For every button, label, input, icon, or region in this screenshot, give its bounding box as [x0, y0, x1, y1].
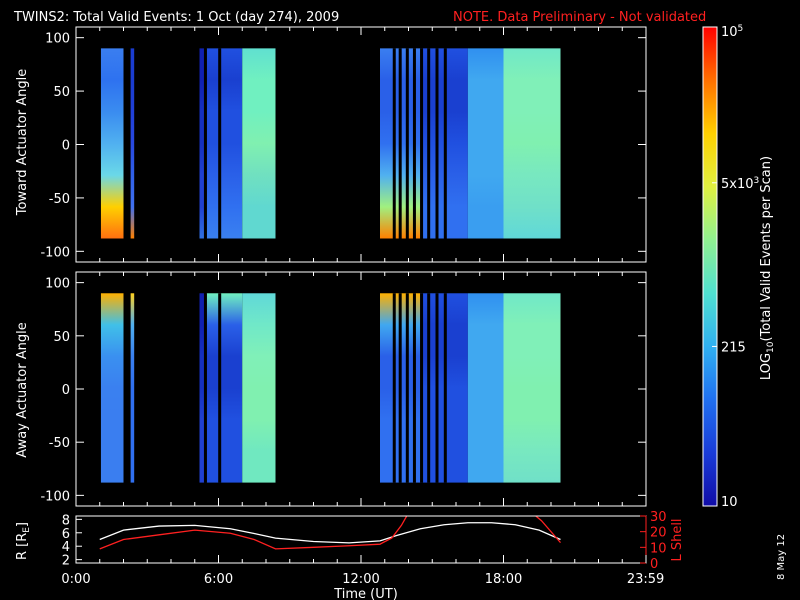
y-tick-label-left: 8: [62, 513, 70, 528]
lshell-line: [99, 516, 408, 550]
y-tick-label-right: 10: [650, 541, 667, 556]
y-tick-label: 50: [53, 330, 70, 345]
scan-block: [467, 48, 504, 239]
colorbar-title: LOG10(Total Valid Events per Scan): [759, 156, 776, 380]
colorbar-title-sub: 10: [766, 341, 776, 353]
scan-block: [100, 48, 124, 239]
y-tick-label: 0: [62, 139, 70, 154]
y-tick-label: 50: [53, 85, 70, 100]
x-tick-label: 12:00: [342, 572, 379, 587]
scan-gap-line: [427, 293, 431, 483]
scan-gap-line: [420, 48, 424, 239]
y-tick-label: 100: [45, 32, 70, 47]
colorbar-tick-label: 215: [721, 340, 746, 355]
lshell-line-b: [534, 516, 561, 544]
scan-gap-line: [427, 48, 431, 239]
scan-gap-line: [405, 293, 409, 483]
scan-block: [199, 293, 205, 483]
scan-gap-line: [420, 293, 424, 483]
colorbar-tick-exp: 3: [754, 176, 760, 186]
scan-gap-line: [412, 48, 416, 239]
scan-block: [100, 293, 124, 483]
colorbar-tick-label: 5x103: [721, 176, 759, 192]
colorbar-frame: [702, 26, 718, 507]
bottom-ylabel-left-sub: E: [22, 527, 32, 533]
scan-block: [130, 48, 135, 239]
x-tick-label: 6:00: [204, 572, 233, 587]
scan-gap-line: [435, 293, 439, 483]
scan-gap-line: [443, 293, 447, 483]
scan-block: [503, 293, 561, 483]
y-tick-label: -100: [40, 489, 70, 504]
scan-block: [467, 293, 504, 483]
colorbar-tick-base: 5x10: [721, 177, 754, 192]
chart-title: TWINS2: Total Valid Events: 1 Oct (day 2…: [13, 10, 339, 25]
panel-middle-away: 100 50 0 -50 -100: [40, 271, 647, 507]
bottom-ylabel-left: R [RE]: [15, 522, 32, 560]
y-tick-label-right: 0: [650, 557, 658, 572]
scan-gap-line: [392, 293, 396, 483]
panel-top-toward: 100 50 0 -50 -100: [40, 26, 647, 263]
y-tick-label: -100: [40, 245, 70, 260]
scan-gap-line: [412, 293, 416, 483]
y-tick-label-left: 2: [62, 554, 70, 569]
scan-gap-line: [125, 293, 129, 483]
middle-ylabel: Away Actuator Angle: [15, 322, 30, 457]
scan-gap-line: [398, 48, 402, 239]
scan-block: [130, 293, 135, 483]
x-axis-label: Time (UT): [333, 587, 398, 600]
bottom-ylabel-left-end: ]: [15, 522, 30, 527]
scan-gap-line: [435, 48, 439, 239]
colorbar-tick-base: 10: [721, 25, 738, 40]
colorbar-tick-exp: 5: [738, 24, 744, 34]
y-tick-label: -50: [49, 436, 70, 451]
scan-gap-line: [392, 48, 396, 239]
x-tick-label: 18:00: [485, 572, 522, 587]
y-tick-label-right: 20: [650, 526, 667, 541]
colorbar-tick-label: 105: [721, 24, 743, 40]
scan-gap-line: [443, 48, 447, 239]
y-tick-label-right: 30: [650, 510, 667, 525]
colorbar-title-end: (Total Valid Events per Scan): [759, 156, 774, 342]
scan-gap-line: [203, 293, 207, 483]
scan-block: [242, 293, 276, 483]
scan-gap-line: [218, 293, 222, 483]
scan-gap-line: [218, 48, 222, 239]
scan-gap-line: [125, 48, 129, 239]
scan-gap-line: [203, 48, 207, 239]
colorbar-title-main: LOG: [759, 353, 774, 380]
scan-gap-line: [398, 293, 402, 483]
scan-gap-line: [405, 48, 409, 239]
y-tick-label-left: 4: [62, 540, 70, 555]
scan-block: [206, 48, 243, 239]
chart-note: NOTE. Data Preliminary - Not validated: [453, 10, 706, 25]
x-tick-label: 23:59: [627, 572, 664, 587]
scan-block: [242, 48, 276, 239]
scan-block: [199, 48, 205, 239]
x-tick-label: 0:00: [61, 572, 90, 587]
scan-block: [206, 293, 243, 483]
y-tick-label: 0: [62, 383, 70, 398]
radius-line: [99, 522, 561, 544]
y-tick-label-left: 6: [62, 527, 70, 542]
bottom-ylabel-left-main: R [R: [15, 533, 30, 560]
y-tick-label: -50: [49, 192, 70, 207]
scan-block: [503, 48, 561, 239]
footer-date: 8 May 12: [776, 534, 787, 580]
y-tick-label: 100: [45, 277, 70, 292]
colorbar-tick-label: 10: [721, 495, 738, 510]
top-ylabel: Toward Actuator Angle: [15, 69, 30, 216]
colorbar-bar: [703, 27, 717, 506]
bottom-ylabel-right: L Shell: [670, 518, 685, 561]
